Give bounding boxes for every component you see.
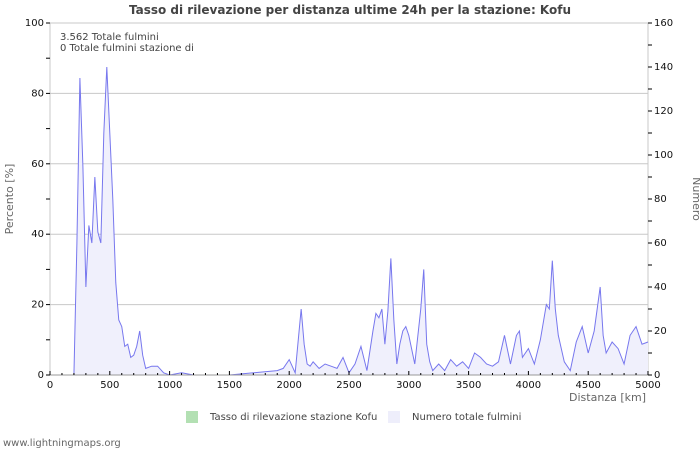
total-strikes-line: [73, 66, 649, 376]
svg-text:80: 80: [31, 88, 44, 99]
svg-text:40: 40: [654, 282, 667, 293]
svg-text:4000: 4000: [516, 380, 541, 391]
y-left-axis-label: Percento [%]: [3, 164, 16, 235]
footer-link[interactable]: www.lightningmaps.org: [3, 438, 121, 449]
svg-text:80: 80: [654, 194, 667, 205]
svg-text:40: 40: [31, 229, 44, 240]
svg-text:0: 0: [654, 370, 660, 381]
svg-text:1500: 1500: [217, 380, 242, 391]
svg-text:140: 140: [654, 62, 673, 73]
svg-text:160: 160: [654, 18, 673, 29]
svg-text:100: 100: [654, 150, 673, 161]
x-axis-label: Distanza [km]: [569, 391, 646, 404]
total-strikes-note: 3.562 Totale fulmini: [60, 32, 159, 43]
x-axis-ticks: 0 500 1000 1500 2000 2500 3000 3500 4000 4500 5000: [47, 371, 661, 391]
legend-swatch-station-rate: [186, 411, 198, 423]
legend-station-rate: Tasso di rilevazione stazione Kofu: [210, 412, 378, 423]
svg-text:4500: 4500: [575, 380, 600, 391]
svg-text:60: 60: [31, 159, 44, 170]
svg-text:0: 0: [38, 370, 44, 381]
svg-text:5000: 5000: [635, 380, 660, 391]
svg-text:20: 20: [654, 326, 667, 337]
gridlines: [50, 92, 648, 306]
y-right-axis-ticks: 0 20 40 60 80 100 120 140 160: [648, 18, 673, 381]
station-strikes-note: 0 Totale fulmini stazione di: [60, 43, 194, 54]
svg-text:60: 60: [654, 238, 667, 249]
svg-text:100: 100: [25, 18, 44, 29]
plot-frame: [49, 22, 649, 376]
svg-text:120: 120: [654, 106, 673, 117]
y-left-axis-ticks: 0 20 40 60 80 100: [25, 18, 50, 381]
svg-text:1000: 1000: [157, 380, 182, 391]
svg-text:0: 0: [47, 380, 53, 391]
legend-swatch-total-count: [388, 411, 400, 423]
total-strikes-area: [73, 67, 649, 375]
svg-text:3000: 3000: [396, 380, 421, 391]
svg-text:3500: 3500: [456, 380, 481, 391]
chart-title: Tasso di rilevazione per distanza ultime…: [128, 3, 572, 17]
y-right-axis-label: Numero: [690, 177, 700, 221]
svg-text:20: 20: [31, 300, 44, 311]
svg-text:500: 500: [100, 380, 119, 391]
svg-text:2000: 2000: [276, 380, 301, 391]
svg-text:2500: 2500: [336, 380, 361, 391]
legend-total-count: Numero totale fulmini: [412, 412, 522, 423]
